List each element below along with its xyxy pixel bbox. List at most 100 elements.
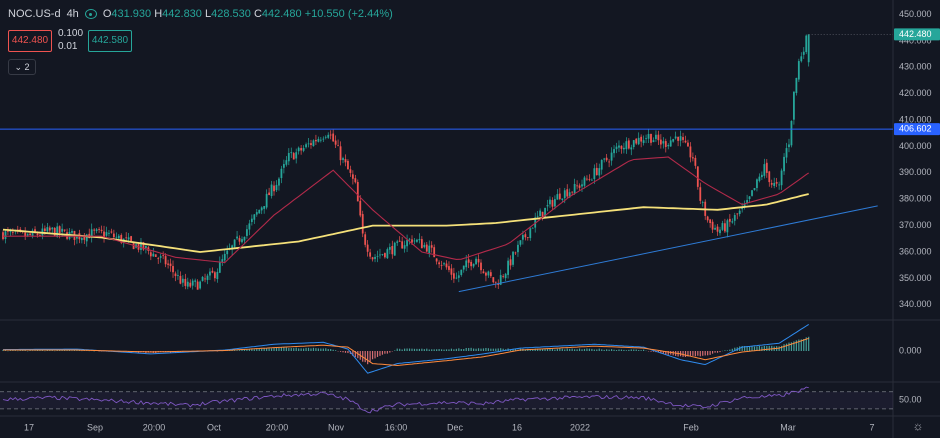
candle-body bbox=[561, 198, 564, 200]
candle-body bbox=[169, 263, 172, 266]
candle bbox=[322, 136, 325, 142]
candle bbox=[406, 234, 408, 253]
candle bbox=[248, 219, 251, 236]
candle-body bbox=[460, 269, 463, 275]
macd-bar bbox=[310, 348, 312, 351]
candle bbox=[763, 158, 766, 179]
candle bbox=[797, 58, 800, 82]
candle-body bbox=[127, 237, 130, 240]
timeframe-label[interactable]: 4h bbox=[66, 8, 79, 20]
macd-bar bbox=[731, 348, 733, 351]
candle-body bbox=[497, 283, 500, 285]
candle bbox=[250, 214, 253, 226]
rsi-band bbox=[0, 391, 893, 409]
candle-body bbox=[716, 226, 719, 232]
candle-body bbox=[711, 221, 714, 230]
candle-body bbox=[354, 178, 357, 183]
candle-body bbox=[738, 210, 741, 214]
candle bbox=[268, 187, 270, 196]
candle-body bbox=[605, 157, 608, 161]
candle bbox=[662, 137, 665, 149]
price-tick-label: 410.000 bbox=[899, 114, 932, 124]
candle-body bbox=[620, 145, 623, 149]
macd-bar bbox=[379, 351, 381, 356]
macd-bar bbox=[514, 349, 517, 351]
candle bbox=[509, 255, 512, 270]
candle-body bbox=[753, 188, 756, 190]
candle bbox=[669, 136, 672, 147]
candle bbox=[709, 218, 712, 228]
candle bbox=[83, 232, 86, 244]
candle-body bbox=[462, 265, 465, 270]
candle-body bbox=[263, 206, 266, 209]
candle bbox=[445, 260, 448, 270]
candle-body bbox=[563, 190, 566, 199]
buy-price-button[interactable]: 442.580 bbox=[88, 30, 132, 52]
price-tick-label: 340.000 bbox=[899, 299, 932, 309]
candle-body bbox=[120, 235, 123, 243]
macd-bar bbox=[761, 346, 763, 351]
legend-toggle-button[interactable]: ⌄ 2 bbox=[8, 59, 36, 75]
candle bbox=[169, 258, 172, 272]
candle bbox=[507, 257, 509, 279]
candle-body bbox=[196, 281, 199, 290]
candle bbox=[536, 211, 539, 219]
candle bbox=[689, 142, 692, 163]
macd-bar bbox=[295, 347, 297, 351]
candle-body bbox=[655, 134, 657, 139]
candle bbox=[726, 218, 729, 238]
candle-body bbox=[472, 263, 475, 267]
candle-body bbox=[623, 147, 625, 150]
macd-bar bbox=[261, 348, 263, 351]
time-tick-label: 16 bbox=[512, 422, 522, 432]
symbol-label[interactable]: NOC.US-d bbox=[8, 8, 61, 20]
candle bbox=[206, 273, 209, 285]
candle-body bbox=[371, 257, 374, 260]
macd-bar bbox=[384, 351, 386, 354]
candle bbox=[610, 147, 613, 166]
candle-body bbox=[558, 193, 561, 200]
candle-body bbox=[632, 140, 635, 147]
macd-bar bbox=[61, 350, 63, 351]
macd-bar bbox=[12, 350, 14, 351]
candle-body bbox=[179, 275, 182, 284]
macd-bar bbox=[780, 345, 783, 351]
macd-bar bbox=[800, 339, 802, 351]
candle bbox=[460, 269, 463, 277]
candle-body bbox=[696, 166, 699, 187]
candle-body bbox=[108, 232, 110, 234]
candle bbox=[514, 251, 517, 255]
candle-body bbox=[726, 220, 729, 233]
candle-body bbox=[250, 218, 253, 222]
candle bbox=[231, 244, 234, 256]
candle-body bbox=[105, 232, 108, 236]
candle-body bbox=[401, 241, 404, 249]
candle bbox=[337, 139, 339, 147]
macd-bar bbox=[290, 348, 292, 351]
sell-price-button[interactable]: 442.480 bbox=[8, 30, 52, 52]
candle bbox=[255, 208, 258, 217]
candle-body bbox=[209, 271, 211, 276]
gear-icon[interactable]: ☼ bbox=[912, 419, 924, 433]
macd-bar bbox=[591, 348, 593, 351]
macd-bar bbox=[571, 348, 573, 351]
candle bbox=[418, 233, 421, 244]
candle-body bbox=[600, 159, 603, 170]
macd-bar bbox=[756, 346, 758, 351]
macd-bar bbox=[665, 351, 667, 355]
candle-body bbox=[194, 280, 197, 282]
high-key: H bbox=[154, 8, 163, 20]
candle bbox=[598, 163, 601, 180]
candle-body bbox=[428, 245, 431, 254]
close-value: 442.480 bbox=[261, 8, 302, 20]
candle bbox=[756, 178, 758, 192]
candle bbox=[711, 219, 714, 234]
candle bbox=[413, 237, 416, 245]
candle bbox=[588, 174, 591, 182]
eye-icon[interactable] bbox=[84, 9, 97, 19]
macd-bar bbox=[357, 351, 359, 359]
candle-body bbox=[778, 184, 781, 186]
candle-body bbox=[566, 189, 569, 197]
candle-body bbox=[694, 157, 697, 166]
